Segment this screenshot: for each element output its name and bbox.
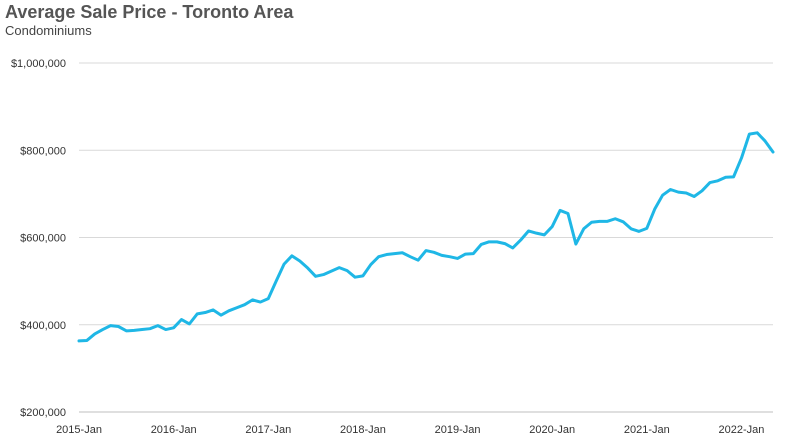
series-line: [77, 131, 775, 343]
x-tick-label: 2021-Jan: [624, 424, 670, 436]
y-tick-label: $200,000: [20, 407, 66, 419]
y-tick-label: $800,000: [20, 145, 66, 157]
x-tick-label: 2015-Jan: [56, 424, 102, 436]
x-tick-label: 2020-Jan: [529, 424, 575, 436]
chart-subtitle: Condominiums: [5, 23, 92, 38]
y-tick-label: $1,000,000: [11, 58, 66, 70]
x-tick-label: 2022-Jan: [719, 424, 765, 436]
x-tick-label: 2016-Jan: [151, 424, 197, 436]
y-tick-label: $600,000: [20, 233, 66, 245]
x-tick-label: 2019-Jan: [435, 424, 481, 436]
y-tick-label: $400,000: [20, 320, 66, 332]
x-tick-label: 2017-Jan: [245, 424, 291, 436]
chart-title: Average Sale Price - Toronto Area: [5, 2, 294, 22]
x-tick-label: 2018-Jan: [340, 424, 386, 436]
